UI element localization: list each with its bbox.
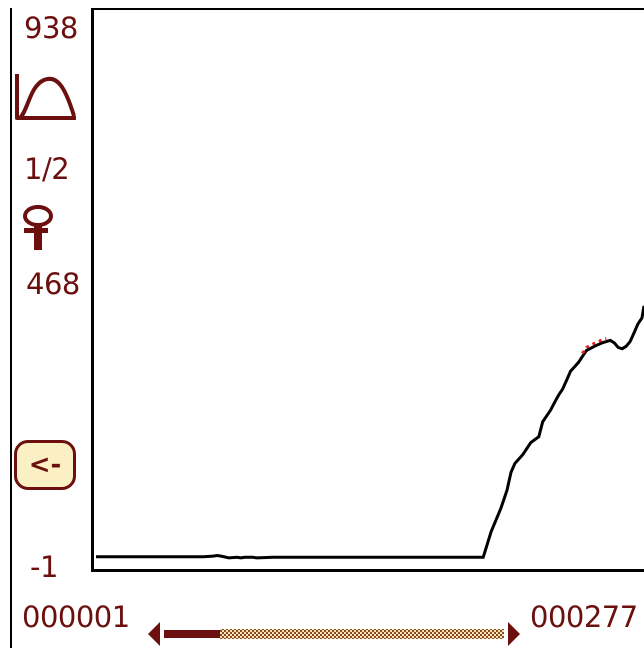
scroll-right-arrow[interactable]: [508, 622, 520, 646]
y-min-label: -1: [30, 550, 58, 584]
scroll-left-arrow[interactable]: [148, 622, 160, 646]
x-end-label: 000277: [530, 600, 638, 634]
y-mid-label: 468: [26, 267, 80, 301]
plot-area[interactable]: [91, 8, 644, 572]
sidebar-divider: [10, 8, 12, 648]
x-start-label: 000001: [22, 600, 130, 634]
series-line-1: [96, 305, 644, 560]
scroll-track[interactable]: [220, 629, 504, 639]
zoom-ratio-label[interactable]: 1/2: [24, 152, 70, 186]
highlight-segment: [581, 337, 607, 355]
scroll-thumb[interactable]: [164, 630, 220, 638]
y-max-label: 938: [24, 11, 78, 45]
probe-pin-icon[interactable]: [20, 204, 60, 252]
curve-shape-icon[interactable]: [14, 70, 80, 122]
back-button[interactable]: <-: [14, 440, 76, 490]
horizontal-scrollbar[interactable]: [148, 618, 520, 648]
